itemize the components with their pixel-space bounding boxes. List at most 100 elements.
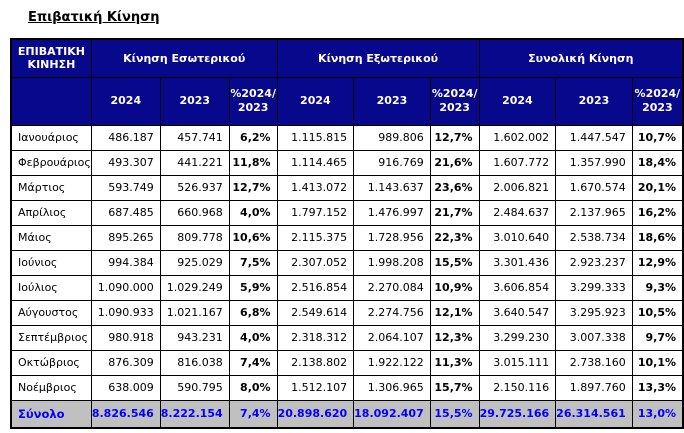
value-cell: 925.029 (159, 249, 230, 276)
value-cell: 486.187 (90, 124, 161, 151)
month-cell: Ιούνιος (10, 249, 92, 276)
value-cell: 3.606.854 (478, 274, 557, 301)
value-cell: 2.270.084 (353, 274, 431, 301)
month-cell: Οκτώβριος (10, 349, 92, 376)
value-cell: 1.728.956 (353, 224, 431, 251)
value-cell: 1.090.000 (90, 274, 161, 301)
percent-cell: 15,7% (429, 374, 480, 401)
percent-cell: 4,0% (228, 324, 278, 351)
passenger-traffic-table: ΕΠΙΒΑΤΙΚΗ ΚΙΝΗΣΗ Κίνηση Εσωτερικού Κίνησ… (10, 38, 684, 429)
total-percent-cell: 13,0% (631, 399, 684, 429)
value-cell: 593.749 (90, 174, 161, 201)
value-cell: 989.806 (353, 124, 431, 151)
percent-cell: 10,5% (631, 299, 684, 326)
percent-cell: 7,5% (228, 249, 278, 276)
total-percent-cell: 7,4% (228, 399, 278, 429)
sub-header-international-pct: %2024/ 2023 (429, 76, 480, 126)
value-cell: 3.295.923 (555, 299, 633, 326)
table-row: Ιανουάριος 486.187 457.741 6,2% 1.115.81… (10, 124, 684, 151)
value-cell: 1.512.107 (276, 374, 355, 401)
value-cell: 1.029.249 (159, 274, 230, 301)
corner-header: ΕΠΙΒΑΤΙΚΗ ΚΙΝΗΣΗ (10, 38, 92, 78)
percent-cell: 10,6% (228, 224, 278, 251)
value-cell: 687.485 (90, 199, 161, 226)
percent-cell: 11,3% (429, 349, 480, 376)
month-cell: Μάρτιος (10, 174, 92, 201)
value-cell: 3.301.436 (478, 249, 557, 276)
value-cell: 3.007.338 (555, 324, 633, 351)
percent-cell: 21,6% (429, 149, 480, 176)
group-header-row: ΕΠΙΒΑΤΙΚΗ ΚΙΝΗΣΗ Κίνηση Εσωτερικού Κίνησ… (10, 38, 684, 78)
percent-cell: 6,8% (228, 299, 278, 326)
group-header-total: Συνολική Κίνηση (478, 38, 684, 78)
sub-header-total-pct: %2024/ 2023 (631, 76, 684, 126)
month-cell: Σεπτέμβριος (10, 324, 92, 351)
value-cell: 590.795 (159, 374, 230, 401)
value-cell: 1.114.465 (276, 149, 355, 176)
total-value-cell: 8.222.154 (159, 399, 230, 429)
group-header-international: Κίνηση Εξωτερικού (276, 38, 480, 78)
value-cell: 943.231 (159, 324, 230, 351)
total-value-cell: 29.725.166 (478, 399, 557, 429)
month-cell: Ιούλιος (10, 274, 92, 301)
table-row: Φεβρουάριος 493.307 441.221 11,8% 1.114.… (10, 149, 684, 176)
value-cell: 1.922.122 (353, 349, 431, 376)
value-cell: 1.897.760 (555, 374, 633, 401)
table-row: Ιούνιος 994.384 925.029 7,5% 2.307.052 1… (10, 249, 684, 276)
value-cell: 457.741 (159, 124, 230, 151)
value-cell: 2.307.052 (276, 249, 355, 276)
value-cell: 2.006.821 (478, 174, 557, 201)
value-cell: 1.115.815 (276, 124, 355, 151)
table-row: Μάιος 895.265 809.778 10,6% 2.115.375 1.… (10, 224, 684, 251)
percent-cell: 10,9% (429, 274, 480, 301)
value-cell: 1.447.547 (555, 124, 633, 151)
table-row: Νοέμβριος 638.009 590.795 8,0% 1.512.107… (10, 374, 684, 401)
table-header: ΕΠΙΒΑΤΙΚΗ ΚΙΝΗΣΗ Κίνηση Εσωτερικού Κίνησ… (10, 38, 684, 126)
value-cell: 2.274.756 (353, 299, 431, 326)
table-footer: Σύνολο 8.826.546 8.222.154 7,4% 20.898.6… (10, 399, 684, 429)
table-row: Απρίλιος 687.485 660.968 4,0% 1.797.152 … (10, 199, 684, 226)
percent-cell: 21,7% (429, 199, 480, 226)
value-cell: 3.299.333 (555, 274, 633, 301)
value-cell: 2.115.375 (276, 224, 355, 251)
value-cell: 2.064.107 (353, 324, 431, 351)
month-cell: Νοέμβριος (10, 374, 92, 401)
value-cell: 3.010.640 (478, 224, 557, 251)
table-row: Αύγουστος 1.090.933 1.021.167 6,8% 2.549… (10, 299, 684, 326)
percent-cell: 10,1% (631, 349, 684, 376)
value-cell: 3.640.547 (478, 299, 557, 326)
value-cell: 2.484.637 (478, 199, 557, 226)
value-cell: 493.307 (90, 149, 161, 176)
sub-header-international-2023: 2023 (353, 76, 431, 126)
month-cell: Αύγουστος (10, 299, 92, 326)
value-cell: 3.015.111 (478, 349, 557, 376)
value-cell: 895.265 (90, 224, 161, 251)
sub-header-domestic-2023: 2023 (159, 76, 230, 126)
value-cell: 1.413.072 (276, 174, 355, 201)
sub-header-total-2023: 2023 (555, 76, 633, 126)
percent-cell: 23,6% (429, 174, 480, 201)
value-cell: 1.670.574 (555, 174, 633, 201)
percent-cell: 12,7% (228, 174, 278, 201)
value-cell: 1.998.208 (353, 249, 431, 276)
sub-header-domestic-pct: %2024/ 2023 (228, 76, 278, 126)
percent-cell: 9,3% (631, 274, 684, 301)
value-cell: 816.038 (159, 349, 230, 376)
value-cell: 1.306.965 (353, 374, 431, 401)
value-cell: 2.738.160 (555, 349, 633, 376)
percent-cell: 16,2% (631, 199, 684, 226)
month-cell: Μάιος (10, 224, 92, 251)
percent-cell: 12,3% (429, 324, 480, 351)
value-cell: 638.009 (90, 374, 161, 401)
table-body: Ιανουάριος 486.187 457.741 6,2% 1.115.81… (10, 124, 684, 401)
value-cell: 1.143.637 (353, 174, 431, 201)
value-cell: 876.309 (90, 349, 161, 376)
value-cell: 2.138.802 (276, 349, 355, 376)
sub-header-row: 2024 2023 %2024/ 2023 2024 2023 %2024/ 2… (10, 76, 684, 126)
percent-cell: 20,1% (631, 174, 684, 201)
table-row: Οκτώβριος 876.309 816.038 7,4% 2.138.802… (10, 349, 684, 376)
value-cell: 1.797.152 (276, 199, 355, 226)
month-cell: Απρίλιος (10, 199, 92, 226)
month-cell: Φεβρουάριος (10, 149, 92, 176)
